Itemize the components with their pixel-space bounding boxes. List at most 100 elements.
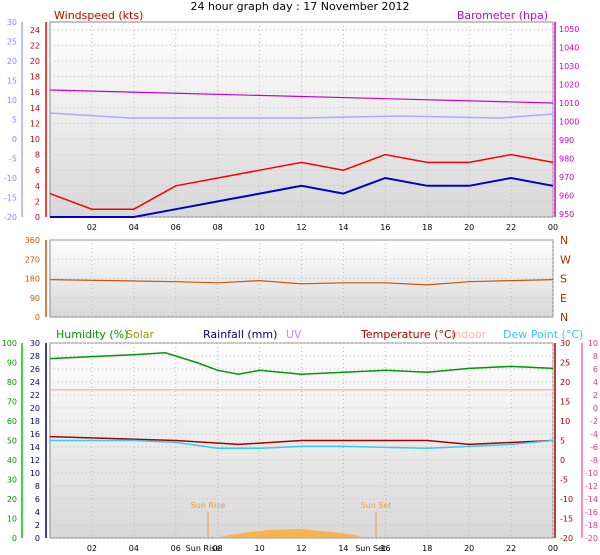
humidity-tick-label: 70 [7,398,17,407]
dew-tick-label: -4 [590,430,598,439]
humidity-tick-label: 80 [7,378,17,387]
humidity-tick-label: 50 [7,437,17,446]
x-tick-label: 20 [464,223,474,232]
x-tick-label: 18 [422,223,432,232]
solar-label: Solar [126,328,155,341]
x-tick-label: 16 [380,544,390,553]
humidity-tick-label: 90 [7,359,17,368]
outer-tick-label: -15 [4,194,17,203]
x-tick-label: 06 [171,544,181,553]
dew-tick-label: -14 [585,495,598,504]
wind-tick-label: 8 [35,151,40,160]
wind-tick-label: 22 [30,41,40,50]
humidity-tick-label: 20 [7,495,17,504]
humidity-temperature-ticks: 0102030405060708090100024681012141618202… [2,339,598,553]
humidity-tick-label: 60 [7,417,17,426]
rain-tick-label: 6 [35,495,40,504]
temp-tick-label: 10 [560,417,570,426]
x-tick-label: 12 [296,223,306,232]
barometer-line [49,89,554,104]
pressure-tick-label: 1010 [559,99,579,108]
outer-tick-label: 25 [7,38,17,47]
rain-tick-label: 14 [30,443,40,452]
pressure-tick-label: 960 [559,192,574,201]
wind-tick-label: 10 [30,135,40,144]
wind-pressure-series [49,89,554,218]
indoor-label: Indoor [451,328,487,341]
direction-tick-label: 270 [25,255,40,264]
wind-direction-plot-area [49,239,554,318]
rain-tick-label: 22 [30,391,40,400]
pressure-tick-label: 1030 [559,62,579,71]
x-tick-label: 12 [296,544,306,553]
outer-tick-label: 5 [12,116,17,125]
rain-tick-label: 24 [30,378,40,387]
uv-label: UV [286,328,302,341]
temp-tick-label: -20 [560,534,573,543]
humidity-tick-label: 40 [7,456,17,465]
series-line [49,435,554,446]
x-tick-label: 22 [506,223,516,232]
dew-tick-label: -8 [590,456,598,465]
outer-tick-label: 0 [12,135,17,144]
dew-tick-label: 4 [593,378,598,387]
temp-tick-label: 15 [560,398,570,407]
outer-tick-label: 10 [7,96,17,105]
compass-tick-label: E [560,292,567,305]
wind-average-line [50,176,554,218]
compass-tick-label: S [560,273,567,286]
wind-tick-label: 24 [30,26,40,35]
wind-pressure-plot-area [49,21,554,218]
x-tick-label: 16 [380,223,390,232]
wind-pressure-ticks: 024681012141618202224-20-15-10-505101520… [4,18,579,232]
sun-set-marker-label: Sun Set [361,501,392,510]
dew-tick-label: 8 [593,352,598,361]
wind-tick-label: 20 [30,57,40,66]
humidity-temperature-panel: Humidity (%) Solar Rainfall (mm) UV Temp… [2,328,598,553]
pressure-tick-label: 980 [559,155,574,164]
direction-tick-label: 90 [30,294,40,303]
direction-tick-label: 180 [25,275,40,284]
x-tick-label: 10 [254,544,264,553]
dew-tick-label: 0 [593,404,598,413]
rain-tick-label: 10 [30,469,40,478]
temp-tick-label: 30 [560,339,570,348]
x-tick-label: Sun Set [355,544,386,553]
x-tick-label: 14 [338,223,348,232]
humidity-temperature-series [49,352,554,450]
wind-tick-label: 2 [35,197,40,206]
temp-tick-label: 0 [560,456,565,465]
series-line [49,352,554,375]
pressure-tick-label: 1020 [559,81,579,90]
outer-tick-label: 20 [7,57,17,66]
humidity-tick-label: 0 [12,534,17,543]
compass-tick-label: N [560,311,568,324]
compass-tick-label: W [560,253,571,266]
wind-tick-label: 0 [35,213,40,222]
x-tick-label: 02 [87,223,97,232]
outer-tick-label: -20 [4,213,17,222]
pressure-tick-label: 1000 [559,118,579,127]
wind-tick-label: 6 [35,166,40,175]
temp-tick-label: -5 [560,476,568,485]
x-tick-label: Sun Rise [186,544,221,553]
dew-tick-label: -2 [590,417,598,426]
rain-tick-label: 0 [35,534,40,543]
chart-title: 24 hour graph day : 17 November 2012 [190,0,409,13]
x-tick-label: 18 [422,544,432,553]
outer-tick-label: -10 [4,174,17,183]
direction-tick-label: 0 [35,313,40,322]
x-tick-label: 08 [213,223,223,232]
temp-tick-label: 25 [560,359,570,368]
temp-tick-label: -15 [560,515,573,524]
rain-tick-label: 2 [35,521,40,530]
solar-area [215,529,365,538]
wind-direction-grid [50,239,554,318]
rain-tick-label: 12 [30,456,40,465]
sun-rise-marker-label: Sun Rise [191,501,226,510]
temp-tick-label: 5 [560,437,565,446]
wind-tick-label: 14 [30,104,40,113]
wind-tick-label: 12 [30,119,40,128]
